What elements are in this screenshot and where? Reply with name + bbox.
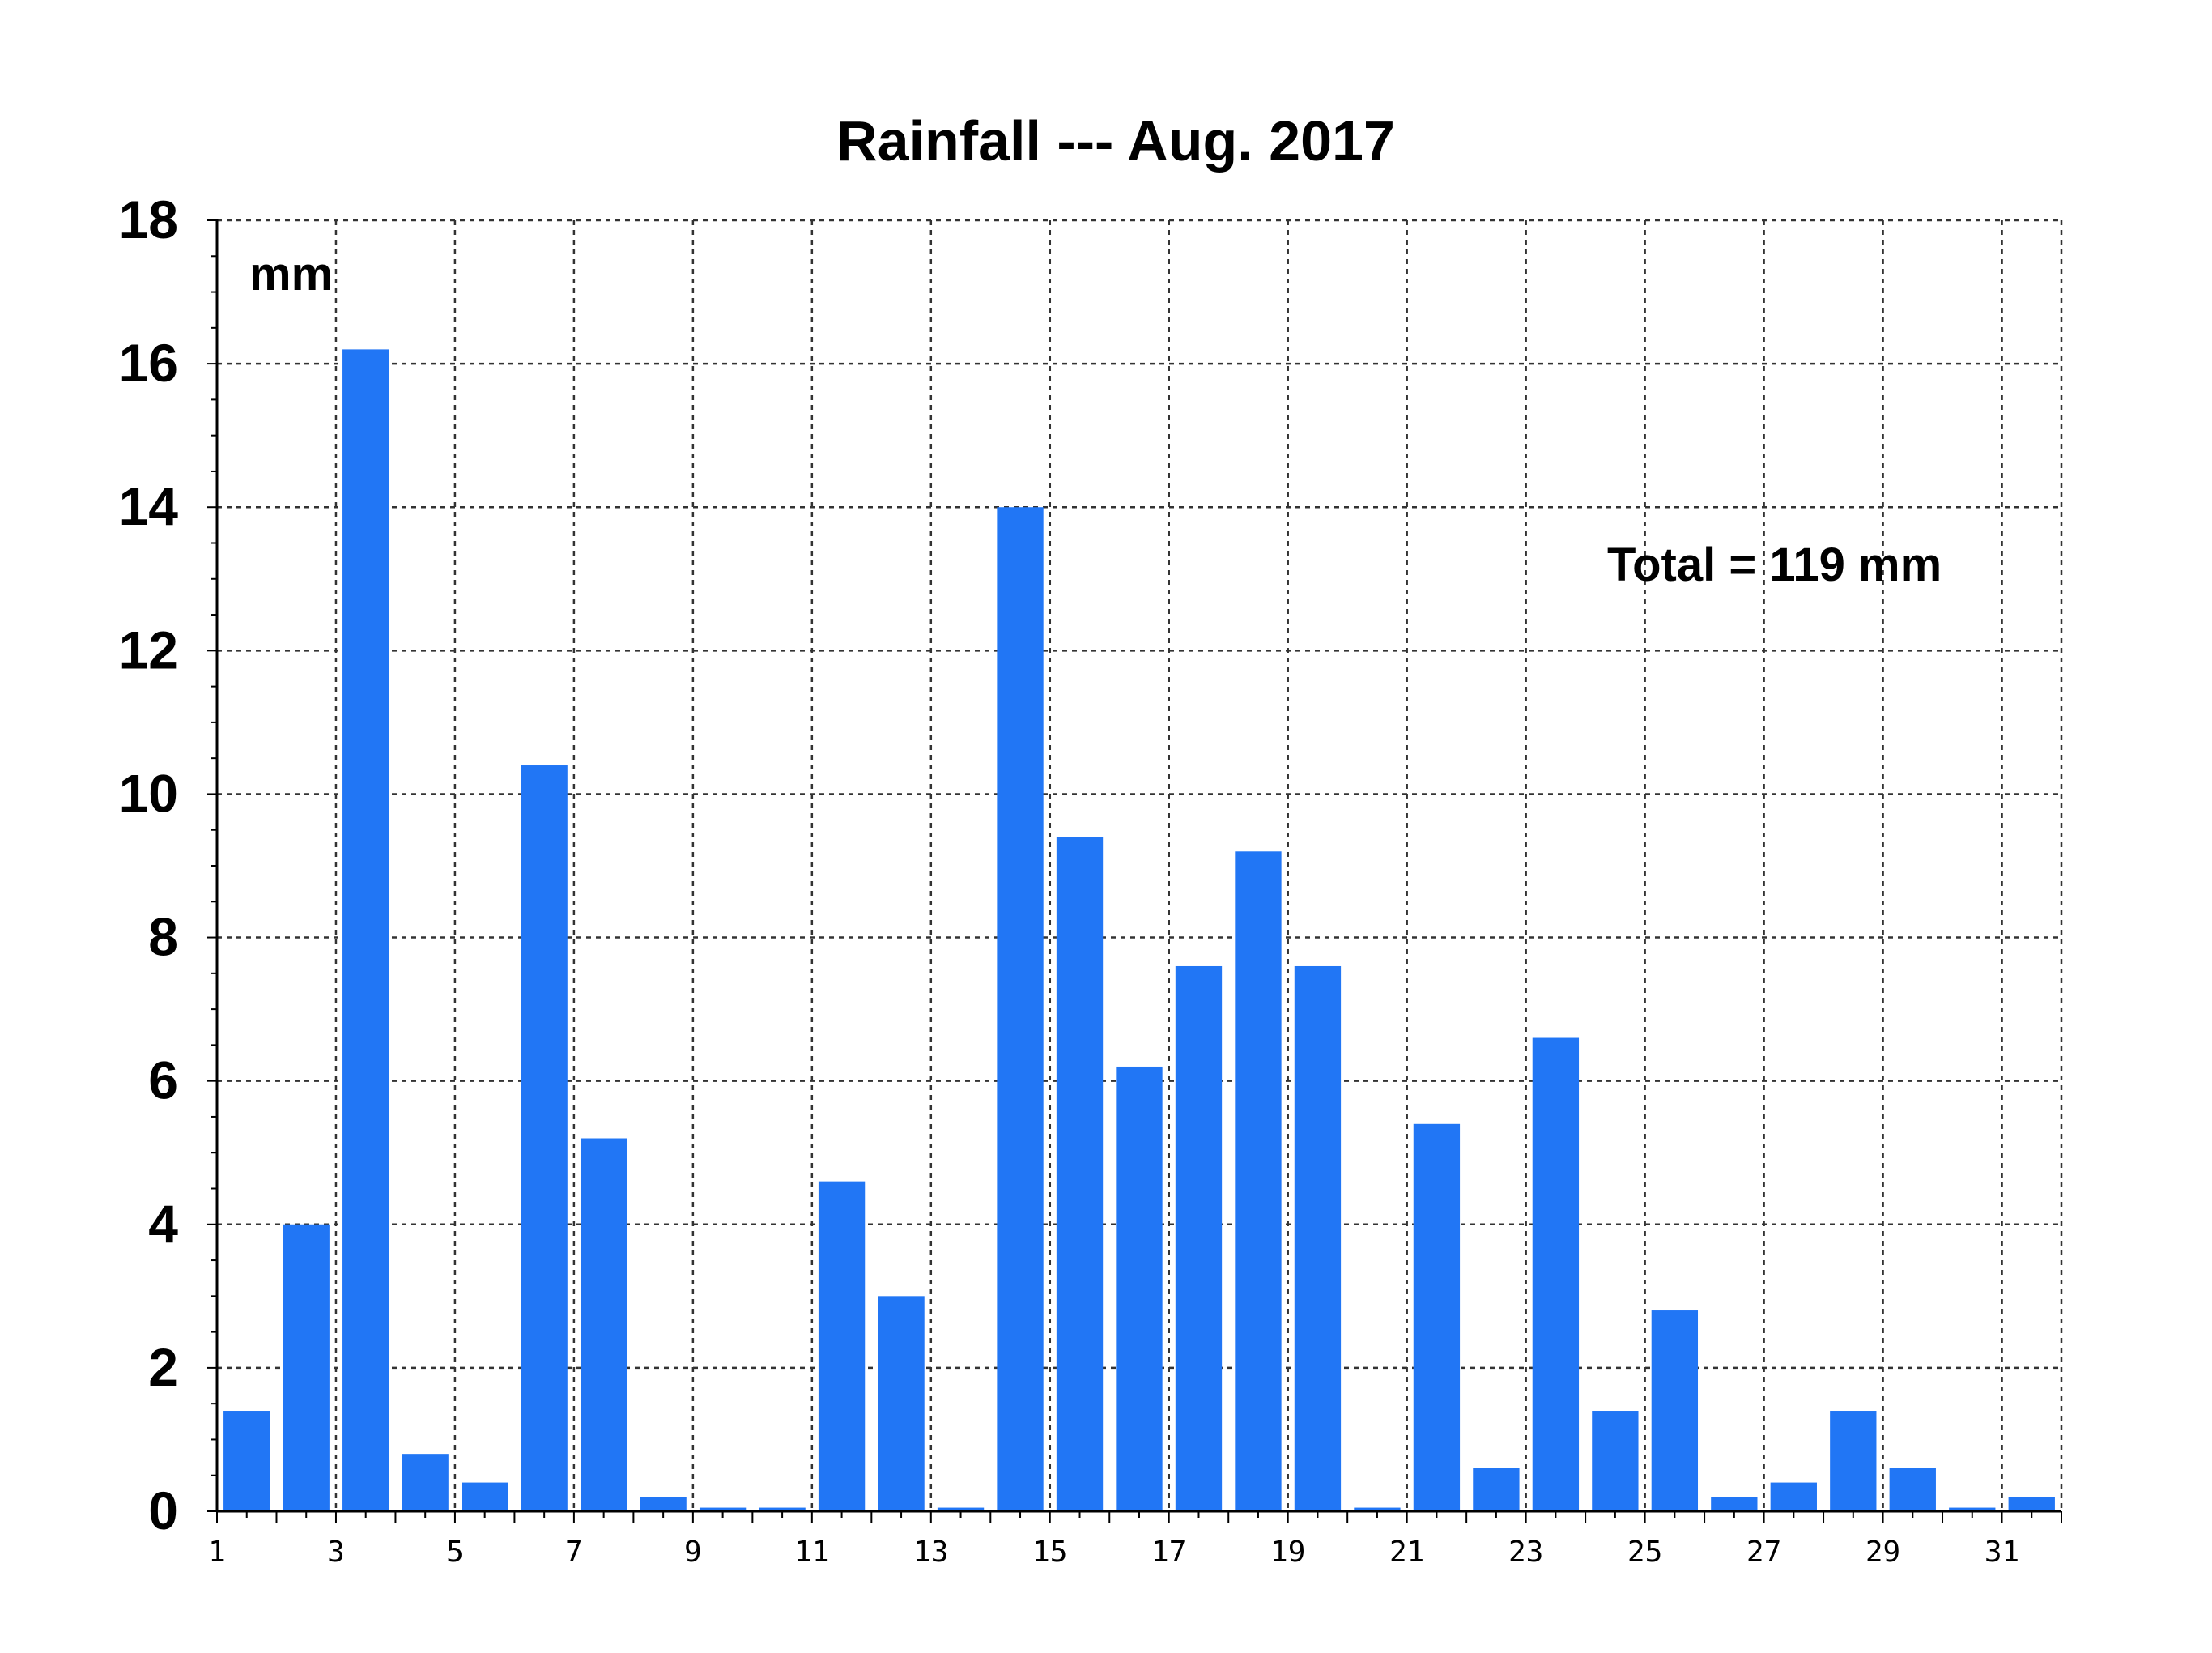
bar-day-25	[1651, 1310, 1699, 1511]
x-tick-label-1: 1	[208, 1536, 226, 1569]
x-tick-label-9: 9	[684, 1536, 702, 1569]
y-tick-label-12: 12	[119, 620, 178, 680]
bar-day-5	[462, 1482, 508, 1511]
x-tick-label-21: 21	[1389, 1536, 1424, 1569]
bar-day-11	[818, 1181, 866, 1511]
x-tick-label-5: 5	[446, 1536, 464, 1569]
bar-day-6	[521, 765, 568, 1511]
bar-day-31	[2008, 1497, 2055, 1511]
x-tick-label-13: 13	[913, 1536, 948, 1569]
y-tick-labels: 0 2 4 6 8 10 12 14 16 18	[119, 190, 179, 1540]
bar-day-26	[1711, 1497, 1758, 1511]
bar-day-30	[1949, 1507, 1996, 1511]
y-tick-label-2: 2	[148, 1337, 178, 1397]
bar-day-21	[1413, 1123, 1461, 1511]
bar-day-20	[1354, 1507, 1401, 1511]
bar-day-13	[937, 1507, 985, 1511]
x-tick-label-15: 15	[1032, 1536, 1067, 1569]
bar-day-14	[997, 507, 1044, 1511]
x-tick-label-19: 19	[1270, 1536, 1305, 1569]
bar-day-2	[283, 1224, 330, 1511]
x-tick-labels: 1 3 5 7 9 11 13 15 17 19 21 23 25 27 29 31	[208, 1536, 2019, 1569]
bar-day-29	[1889, 1468, 1936, 1511]
grid-lines	[217, 219, 2063, 1511]
y-tick-label-6: 6	[148, 1050, 178, 1110]
bar-day-24	[1592, 1411, 1639, 1511]
bar-day-8	[640, 1497, 687, 1511]
x-tick-label-23: 23	[1508, 1536, 1543, 1569]
bar-day-1	[223, 1411, 270, 1511]
x-tick-label-29: 29	[1865, 1536, 1900, 1569]
y-tick-label-16: 16	[119, 333, 178, 393]
chart-title: Rainfall --- Aug. 2017	[836, 109, 1395, 173]
y-tick-label-8: 8	[148, 907, 178, 967]
bar-day-27	[1770, 1482, 1817, 1511]
y-tick-label-0: 0	[148, 1480, 178, 1540]
bar-day-22	[1473, 1468, 1520, 1511]
x-tick-label-17: 17	[1151, 1536, 1186, 1569]
x-tick-label-25: 25	[1627, 1536, 1662, 1569]
bar-day-23	[1532, 1037, 1580, 1511]
bar-day-28	[1830, 1411, 1877, 1511]
bar-day-9	[699, 1507, 747, 1511]
unit-label: mm	[249, 248, 333, 300]
y-tick-label-4: 4	[148, 1194, 178, 1254]
x-tick-label-3: 3	[327, 1536, 345, 1569]
bar-day-18	[1235, 851, 1282, 1511]
y-tick-label-10: 10	[119, 763, 178, 823]
x-tick-label-31: 31	[1984, 1536, 2019, 1569]
y-tick-label-14: 14	[119, 476, 179, 536]
x-tick-label-11: 11	[794, 1536, 829, 1569]
x-tick-label-7: 7	[565, 1536, 583, 1569]
x-tick-label-27: 27	[1746, 1536, 1781, 1569]
bar-day-3	[342, 349, 389, 1511]
bar-day-16	[1116, 1066, 1163, 1511]
bar-day-12	[878, 1296, 925, 1511]
total-annotation: Total = 119 mm	[1607, 539, 1942, 591]
bar-day-10	[759, 1507, 806, 1511]
bars	[223, 349, 2055, 1511]
bar-day-4	[402, 1454, 449, 1511]
bar-day-15	[1056, 837, 1104, 1511]
bar-day-17	[1175, 965, 1223, 1511]
bar-day-7	[580, 1138, 627, 1511]
bar-day-19	[1294, 965, 1342, 1511]
y-tick-label-18: 18	[119, 190, 178, 249]
axes	[207, 219, 2062, 1523]
